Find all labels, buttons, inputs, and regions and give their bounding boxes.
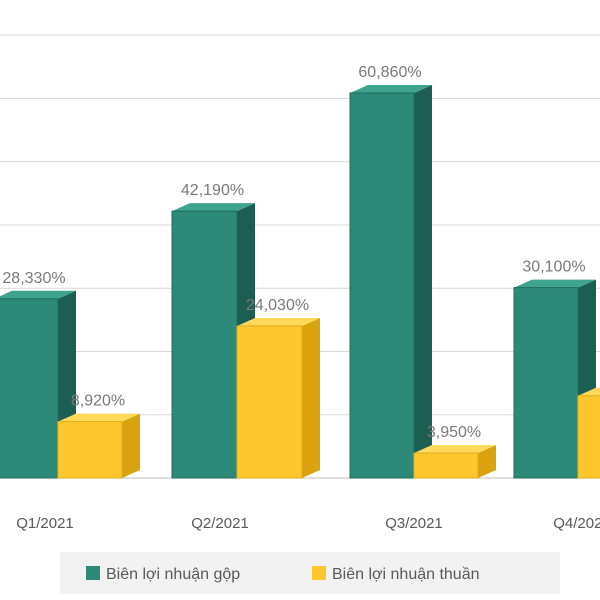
bar-front bbox=[236, 325, 303, 479]
bar-top bbox=[172, 203, 255, 212]
bar-side bbox=[478, 445, 496, 478]
bar-top bbox=[58, 413, 140, 422]
bar-side bbox=[122, 413, 140, 478]
bar-gross-1 bbox=[0, 290, 76, 479]
bar-front bbox=[513, 287, 579, 479]
legend: Biên lợi nhuận gộp Biên lợi nhuận thuần bbox=[60, 552, 560, 594]
gridlines bbox=[0, 34, 600, 479]
legend-background bbox=[60, 552, 560, 594]
bar-front bbox=[349, 92, 415, 479]
bar-front bbox=[0, 298, 59, 479]
x-tick-label: Q3/2021 bbox=[385, 515, 443, 532]
bar-front bbox=[57, 421, 123, 479]
data-label-gross-2: 42,190% bbox=[181, 182, 244, 199]
bar-net-2 bbox=[236, 317, 320, 479]
bars bbox=[0, 85, 600, 479]
bar-top bbox=[514, 279, 596, 288]
x-tick-label: Q1/2021 bbox=[16, 515, 74, 532]
x-tick-label: Q4/2021 bbox=[553, 515, 600, 532]
x-axis: Q1/2021 Q2/2021 Q3/2021 Q4/2021 bbox=[16, 515, 600, 532]
bar-net-4 bbox=[577, 387, 600, 479]
legend-label-net: Biên lợi nhuận thuần bbox=[332, 566, 480, 583]
data-label-net-2: 24,030% bbox=[246, 297, 309, 314]
bar-top bbox=[350, 85, 432, 93]
data-labels: 28,330% 8,920% 42,190% 24,030% 60,860% 3,950%… bbox=[2, 64, 585, 441]
data-label-net-1: 8,920% bbox=[71, 393, 125, 410]
bar-side bbox=[302, 317, 320, 478]
legend-swatch-gross bbox=[86, 566, 100, 580]
data-label-gross-4: 30,100% bbox=[522, 259, 585, 276]
bar-top bbox=[0, 290, 76, 299]
bar-top bbox=[578, 387, 600, 396]
bar-front bbox=[577, 395, 600, 479]
legend-swatch-net bbox=[312, 566, 326, 580]
bar-top bbox=[414, 445, 496, 454]
legend-label-gross: Biên lợi nhuận gộp bbox=[106, 566, 240, 583]
bar-top bbox=[237, 317, 320, 326]
bar-front bbox=[413, 452, 479, 479]
bar-net-3 bbox=[413, 445, 496, 479]
data-label-gross-1: 28,330% bbox=[2, 270, 65, 287]
data-label-net-3: 3,950% bbox=[427, 424, 481, 441]
bar-gross-3 bbox=[349, 85, 432, 479]
bar-front bbox=[171, 210, 238, 479]
data-label-gross-3: 60,860% bbox=[358, 64, 421, 81]
bar-net-1 bbox=[57, 413, 140, 479]
bar-side bbox=[414, 85, 432, 478]
x-tick-label: Q2/2021 bbox=[191, 515, 249, 532]
